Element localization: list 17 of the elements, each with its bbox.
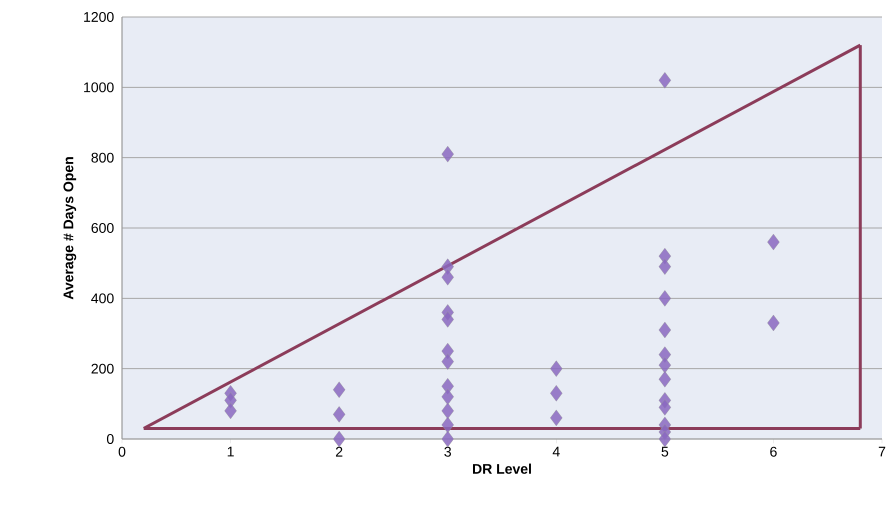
y-tick-label: 1200 <box>84 12 114 22</box>
x-tick-label: 1 <box>228 446 234 456</box>
y-tick-label: 400 <box>91 293 114 304</box>
x-tick-label: 7 <box>878 446 886 456</box>
y-tick-label: 200 <box>92 364 114 374</box>
y-tick-label: 800 <box>91 152 114 163</box>
y-tick-label: 0 <box>106 434 114 444</box>
y-tick-label: 600 <box>92 223 114 233</box>
x-tick-label: 4 <box>552 446 560 456</box>
x-tick-label: 3 <box>444 446 451 457</box>
x-tick-label: 0 <box>118 446 126 457</box>
y-tick-label: 1000 <box>84 82 114 92</box>
x-axis-title: DR Level <box>472 464 531 474</box>
x-tick-label: 2 <box>336 446 342 457</box>
x-tick-label: 5 <box>662 446 668 457</box>
x-tick-label: 6 <box>770 446 777 457</box>
y-axis-title: Average # Days Open <box>63 157 76 300</box>
